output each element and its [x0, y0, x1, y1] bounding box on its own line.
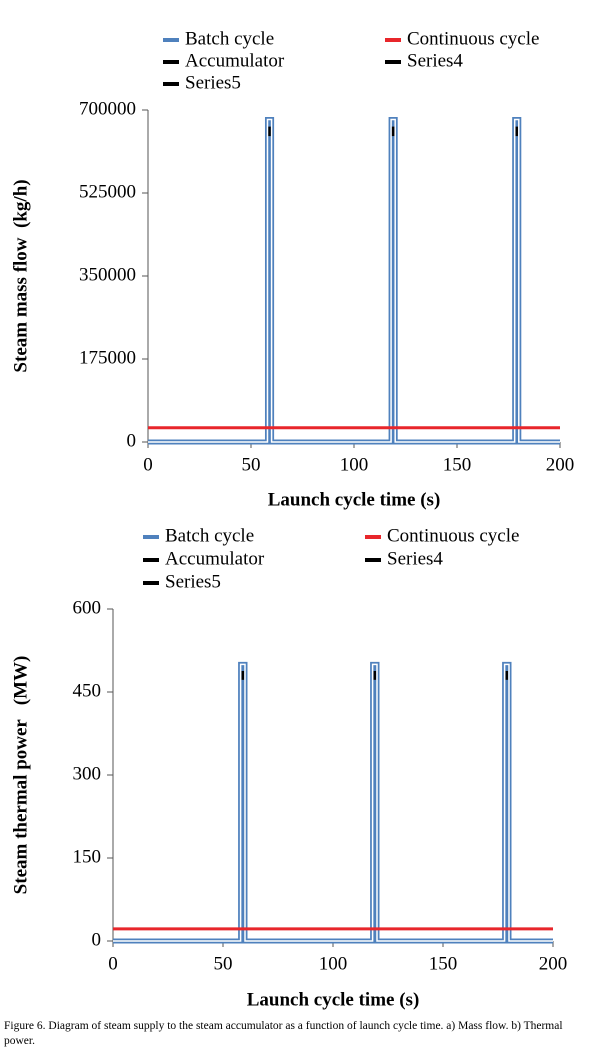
- y-axis-title: Steam mass flow (kg/h): [10, 179, 31, 372]
- x-tick-label: 100: [340, 454, 369, 475]
- x-tick-label: 200: [546, 454, 575, 475]
- series-line: [113, 661, 553, 944]
- x-tick-label: 100: [319, 953, 348, 974]
- x-tick-label: 150: [429, 953, 458, 974]
- x-tick-label: 200: [539, 953, 568, 974]
- y-tick-label: 0: [92, 929, 102, 950]
- x-tick-label: 50: [242, 454, 261, 475]
- x-tick-label: 0: [143, 454, 153, 475]
- y-tick-label: 525000: [79, 181, 136, 202]
- series-line: [148, 116, 560, 445]
- x-tick-label: 0: [108, 953, 118, 974]
- caption: Figure 6. Diagram of steam supply to the…: [4, 1020, 563, 1047]
- figure: 0 175000 350000 525000 700000 0 50 100 150 200 Lau…: [10, 28, 575, 1010]
- legend-label: Accumulator: [185, 50, 285, 71]
- legend-label: Series4: [387, 548, 443, 569]
- y-tick-label: 600: [73, 597, 102, 618]
- series-line-inner: [113, 663, 553, 942]
- legend-label: Continuous cycle: [387, 525, 519, 546]
- y-tick-label: 150: [73, 846, 102, 867]
- legend-label: Accumulator: [165, 548, 265, 569]
- x-tick-label: 50: [214, 953, 233, 974]
- legend-label: Series5: [185, 72, 241, 93]
- legend-label: Batch cycle: [165, 525, 254, 546]
- y-tick-label: 450: [73, 680, 102, 701]
- legend-label: Series5: [165, 571, 221, 592]
- y-tick-label: 175000: [79, 347, 136, 368]
- y-tick-label: 300: [73, 763, 102, 784]
- y-tick-label: 700000: [79, 98, 136, 119]
- x-axis-title: Launch cycle time (s): [247, 989, 420, 1010]
- x-tick-label: 150: [443, 454, 472, 475]
- series-line-inner: [148, 118, 560, 443]
- y-tick-label: 350000: [79, 264, 136, 285]
- y-axis-title: Steam thermal power (MW): [10, 656, 31, 895]
- legend-label: Batch cycle: [185, 28, 274, 49]
- y-tick-label: 0: [127, 430, 137, 451]
- legend-label: Series4: [407, 50, 463, 71]
- legend-label: Continuous cycle: [407, 28, 539, 49]
- x-axis-title: Launch cycle time (s): [268, 489, 441, 510]
